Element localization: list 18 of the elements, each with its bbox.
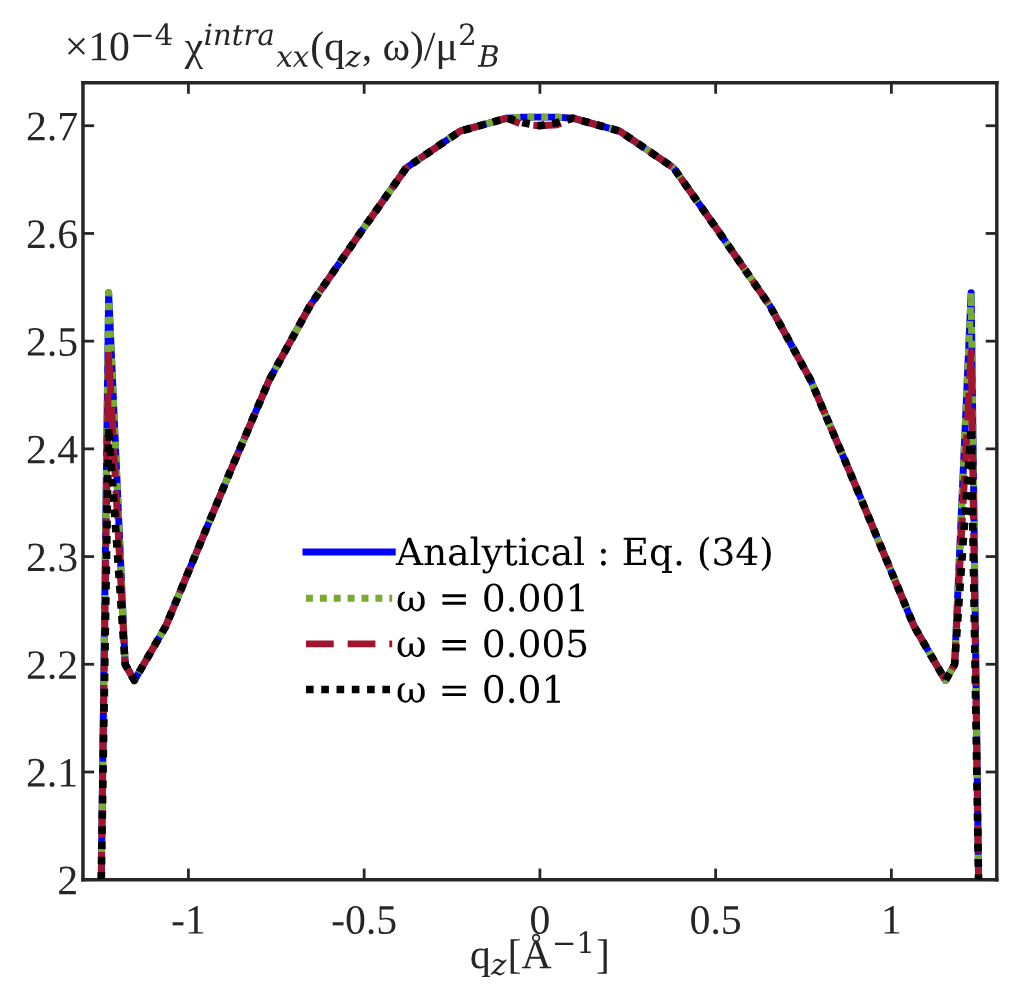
y-tick-label: 2.7 bbox=[27, 112, 77, 141]
x-tick-label: -0.5 bbox=[332, 905, 396, 935]
x-tick-label: -1 bbox=[172, 906, 204, 934]
x-tick-label: 0.5 bbox=[691, 905, 741, 935]
y-tick-label: 2.1 bbox=[27, 758, 76, 788]
legend-label: ω = 0.005 bbox=[397, 629, 587, 658]
y-tick-label: 2.2 bbox=[27, 651, 76, 680]
x-tick-label: 1 bbox=[884, 906, 900, 934]
x-tick-label: 0 bbox=[531, 905, 549, 935]
legend-label: ω = 0.01 bbox=[397, 674, 560, 704]
y-tick-label: 2.5 bbox=[27, 328, 77, 357]
y-tick-label: 2.6 bbox=[27, 220, 77, 249]
y-tick-label: 2.4 bbox=[27, 435, 78, 464]
chart-title: ×10$^{−4}$ χ$^{intra}$$_{xx}$(q$_{z}$, ω)/μ$^{2}$$_{B}$ bbox=[68, 23, 498, 70]
y-tick-label: 2.3 bbox=[27, 543, 77, 572]
y-tick-label: 2 bbox=[59, 866, 76, 895]
legend-label: Analytical : Eq. (34) bbox=[395, 536, 771, 574]
legend-label: ω = 0.001 bbox=[397, 583, 584, 612]
